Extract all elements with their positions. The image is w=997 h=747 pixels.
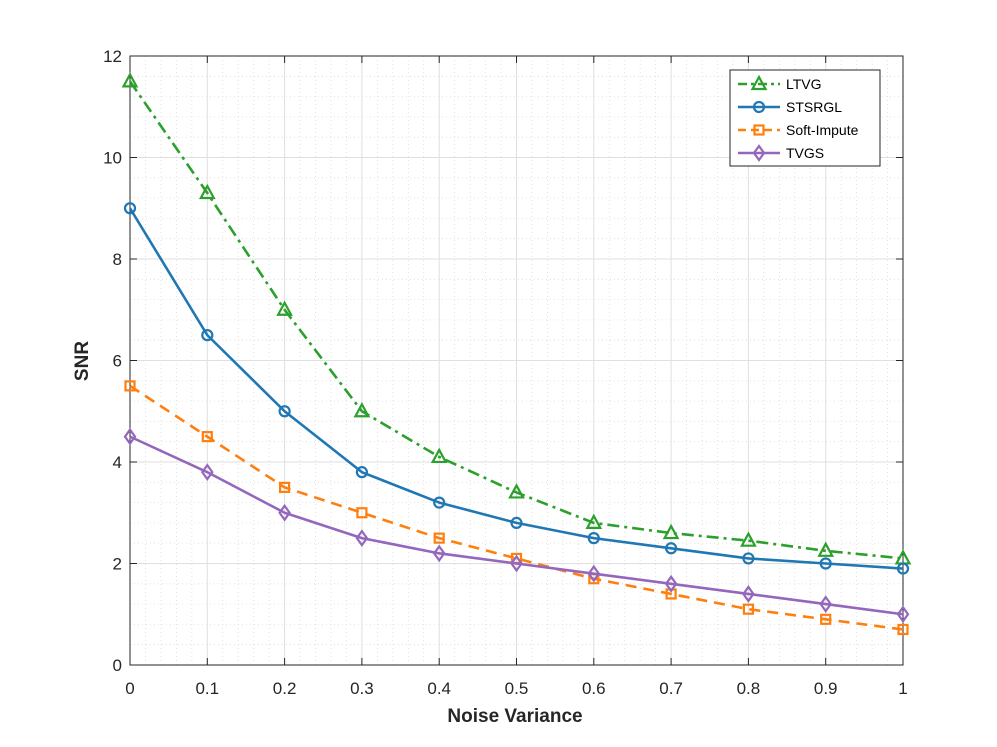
data-point [740,531,757,547]
series-tvgs [123,427,910,624]
x-tick-label: 0.9 [814,679,838,698]
y-tick-label: 8 [113,250,122,269]
legend-label: LTVG [786,76,822,92]
data-point [355,529,369,548]
series-soft-impute [124,380,909,636]
x-tick-label: 1 [898,679,907,698]
y-tick-label: 4 [113,453,122,472]
legend-entry: TVGS [738,144,824,162]
legend-entry: STSRGL [738,99,842,115]
y-tick-label: 12 [103,47,122,66]
series-line [128,80,904,560]
series-group [121,72,912,636]
legend-entry: Soft-Impute [738,122,859,138]
x-tick-label: 0.8 [737,679,761,698]
y-tick-label: 0 [113,656,122,675]
data-point [121,72,139,88]
series-line [129,384,904,631]
x-tick-label: 0.4 [427,679,451,698]
x-tick-label: 0.1 [195,679,219,698]
y-tick-label: 2 [113,555,122,574]
data-point [742,585,755,603]
data-point [201,329,214,342]
legend-label: STSRGL [786,99,842,115]
x-tick-label: 0.2 [273,679,297,698]
data-point [278,503,291,522]
data-point [742,603,755,615]
data-point [820,613,832,625]
x-axis-title: Noise Variance [447,706,582,727]
data-point [433,532,445,544]
legend-entry: LTVG [738,74,822,92]
data-point [897,623,909,636]
data-point [123,202,137,215]
legend: LTVG STSRGL Soft-Impute TVGS [729,69,881,167]
data-point [200,463,214,482]
data-point [664,542,678,555]
data-point [353,401,371,418]
y-tick-label: 10 [103,149,122,168]
data-point [587,532,600,545]
data-point [819,557,832,570]
data-point [355,466,368,479]
data-point [278,405,291,418]
data-point [276,300,293,316]
data-point [123,427,137,446]
series-line [129,435,904,616]
legend-swatch-marker [752,144,766,162]
x-tick-label: 0.5 [505,679,529,698]
data-point [896,605,910,624]
data-point [356,507,368,519]
data-point [279,481,291,493]
legend-swatch-marker [750,74,768,91]
x-tick-label: 0.6 [582,679,606,698]
data-point [819,595,833,613]
legend-swatch-marker [752,100,766,114]
data-point [510,554,523,573]
series-ltvg [121,72,912,565]
data-point [201,431,213,443]
x-tick-label: 0.3 [350,679,374,698]
data-point [587,564,601,583]
data-point [433,496,446,509]
data-point [664,574,678,593]
data-point [432,544,446,563]
data-point [124,380,136,392]
data-point [742,552,755,565]
data-point [817,541,835,557]
data-point [585,513,603,530]
y-axis-title: SNR [72,341,93,381]
x-tick-label: 0 [125,679,134,698]
data-point [508,483,525,499]
data-point [430,447,448,464]
x-tick-label: 0.7 [659,679,683,698]
legend-label: TVGS [786,145,824,161]
series-stsrgl [123,202,910,575]
data-point [510,516,523,530]
y-tick-label: 6 [113,352,122,371]
legend-label: Soft-Impute [786,122,859,138]
data-point [896,562,910,575]
legend-swatch-marker [753,124,765,136]
data-point [198,183,216,200]
series-line [128,207,904,570]
data-point [662,523,680,540]
